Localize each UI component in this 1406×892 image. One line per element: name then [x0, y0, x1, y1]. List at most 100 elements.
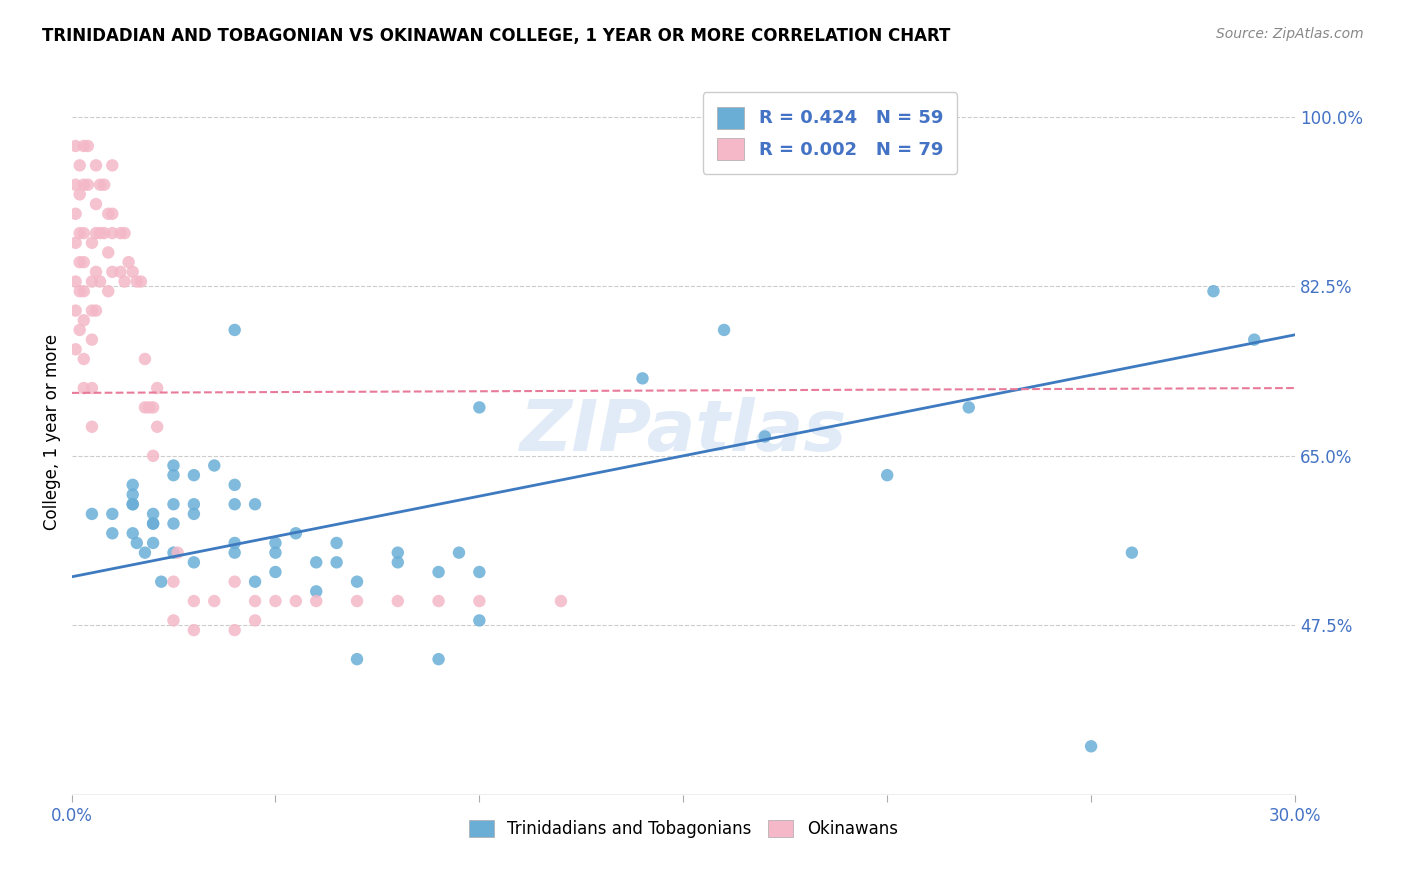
Point: [202, 458, 225, 473]
Point: [550, 594, 572, 608]
Point: [224, 497, 246, 511]
Point: [101, 526, 124, 541]
Point: [162, 458, 184, 473]
Point: [142, 401, 165, 415]
Point: [427, 652, 450, 666]
Point: [224, 536, 246, 550]
Point: [89, 178, 111, 192]
Point: [69, 226, 91, 240]
Point: [468, 401, 491, 415]
Point: [754, 429, 776, 443]
Point: [65, 139, 87, 153]
Point: [101, 265, 124, 279]
Point: [284, 526, 307, 541]
Point: [325, 536, 347, 550]
Point: [305, 555, 328, 569]
Point: [69, 255, 91, 269]
Point: [114, 226, 136, 240]
Point: [134, 401, 156, 415]
Point: [134, 351, 156, 366]
Point: [80, 275, 103, 289]
Point: [264, 565, 287, 579]
Point: [264, 536, 287, 550]
Point: [125, 275, 148, 289]
Point: [121, 478, 143, 492]
Point: [468, 614, 491, 628]
Point: [65, 303, 87, 318]
Point: [97, 245, 120, 260]
Point: [69, 284, 91, 298]
Point: [89, 275, 111, 289]
Point: [65, 178, 87, 192]
Point: [65, 343, 87, 357]
Point: [1202, 284, 1225, 298]
Point: [142, 449, 165, 463]
Point: [76, 139, 98, 153]
Point: [129, 275, 152, 289]
Point: [346, 652, 368, 666]
Point: [142, 507, 165, 521]
Point: [162, 516, 184, 531]
Point: [121, 497, 143, 511]
Point: [284, 594, 307, 608]
Point: [84, 303, 107, 318]
Point: [183, 594, 205, 608]
Point: [1243, 333, 1265, 347]
Point: [305, 594, 328, 608]
Point: [121, 526, 143, 541]
Point: [183, 497, 205, 511]
Point: [876, 468, 898, 483]
Point: [224, 323, 246, 337]
Point: [73, 139, 96, 153]
Point: [183, 468, 205, 483]
Point: [73, 351, 96, 366]
Point: [243, 614, 266, 628]
Point: [146, 381, 169, 395]
Point: [84, 158, 107, 172]
Point: [631, 371, 654, 385]
Point: [183, 507, 205, 521]
Point: [93, 226, 115, 240]
Point: [73, 255, 96, 269]
Point: [142, 536, 165, 550]
Point: [121, 487, 143, 501]
Point: [468, 565, 491, 579]
Point: [65, 275, 87, 289]
Point: [80, 235, 103, 250]
Point: [387, 594, 409, 608]
Point: [73, 381, 96, 395]
Point: [110, 265, 132, 279]
Point: [243, 497, 266, 511]
Point: [97, 284, 120, 298]
Point: [69, 323, 91, 337]
Point: [150, 574, 173, 589]
Point: [80, 507, 103, 521]
Point: [121, 265, 143, 279]
Point: [101, 507, 124, 521]
Point: [65, 207, 87, 221]
Point: [101, 207, 124, 221]
Point: [162, 546, 184, 560]
Point: [346, 574, 368, 589]
Point: [69, 158, 91, 172]
Point: [73, 226, 96, 240]
Legend: Trinidadians and Tobagonians, Okinawans: Trinidadians and Tobagonians, Okinawans: [463, 813, 904, 845]
Point: [162, 574, 184, 589]
Point: [224, 574, 246, 589]
Point: [101, 226, 124, 240]
Point: [166, 546, 188, 560]
Point: [224, 478, 246, 492]
Point: [97, 207, 120, 221]
Point: [93, 178, 115, 192]
Point: [80, 303, 103, 318]
Point: [110, 226, 132, 240]
Point: [142, 516, 165, 531]
Point: [146, 419, 169, 434]
Y-axis label: College, 1 year or more: College, 1 year or more: [44, 334, 60, 530]
Point: [162, 468, 184, 483]
Text: TRINIDADIAN AND TOBAGONIAN VS OKINAWAN COLLEGE, 1 YEAR OR MORE CORRELATION CHART: TRINIDADIAN AND TOBAGONIAN VS OKINAWAN C…: [42, 27, 950, 45]
Point: [69, 187, 91, 202]
Point: [73, 284, 96, 298]
Point: [387, 546, 409, 560]
Text: Source: ZipAtlas.com: Source: ZipAtlas.com: [1216, 27, 1364, 41]
